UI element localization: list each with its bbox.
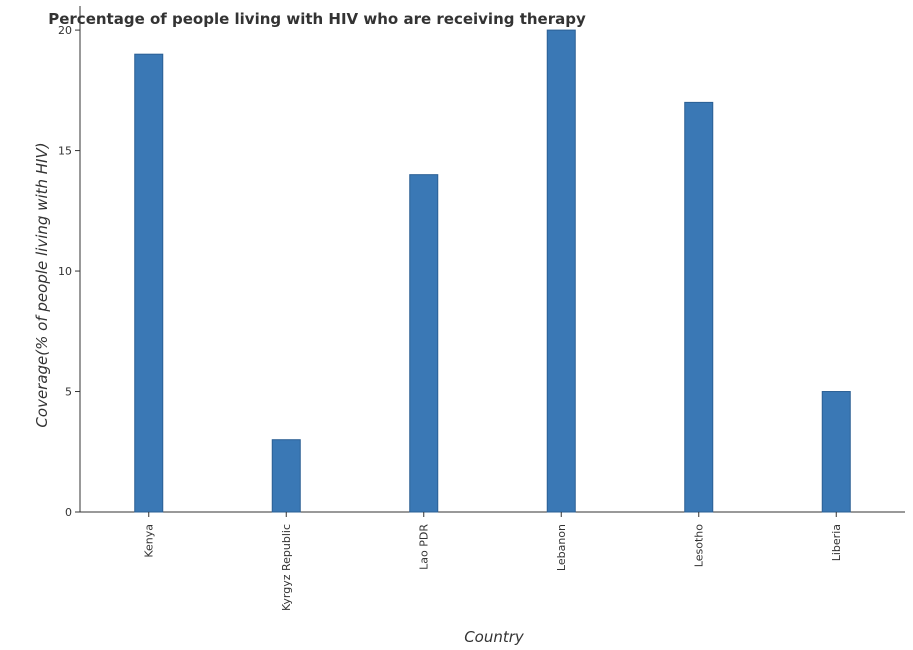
plot-area: 0 5 10 15 20 Kenya Kyrgyz Republic Lao PDR Leban… bbox=[58, 6, 905, 611]
y-tick-label: 15 bbox=[58, 145, 72, 158]
bar bbox=[821, 391, 851, 513]
y-tick-label: 5 bbox=[65, 386, 72, 399]
x-tick-label: Lao PDR bbox=[418, 524, 431, 570]
y-tick-label: 10 bbox=[58, 265, 72, 278]
x-tick-label: Kyrgyz Republic bbox=[280, 524, 293, 611]
bar bbox=[409, 174, 439, 513]
x-tick-label: Liberia bbox=[830, 524, 843, 561]
bar bbox=[271, 439, 301, 513]
x-tick-label: Lesotho bbox=[693, 524, 706, 567]
bar bbox=[546, 29, 576, 513]
chart-title: Percentage of people living with HIV who… bbox=[48, 10, 586, 28]
y-tick-label: 20 bbox=[58, 24, 72, 37]
y-axis-label: Coverage(% of people living with HIV) bbox=[33, 142, 51, 427]
bar bbox=[134, 53, 164, 513]
x-axis-label: Country bbox=[464, 628, 525, 646]
x-tick-label: Lebanon bbox=[555, 524, 568, 571]
x-tick-label: Kenya bbox=[143, 524, 156, 558]
bar bbox=[684, 101, 714, 513]
y-tick-label: 0 bbox=[65, 506, 72, 519]
